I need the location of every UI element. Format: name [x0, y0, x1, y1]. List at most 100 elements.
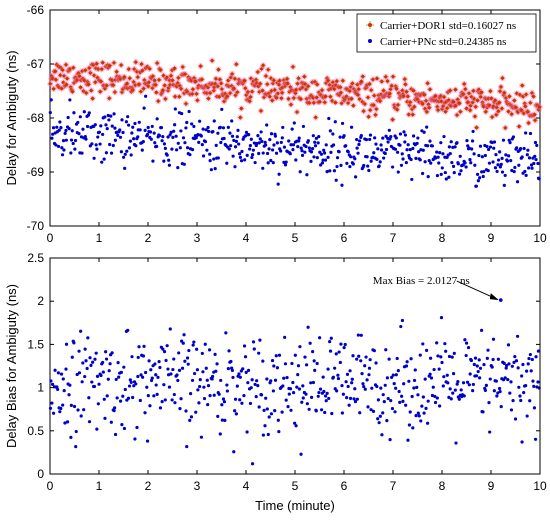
y-tick-label: -67: [27, 57, 45, 71]
data-point: [478, 366, 483, 370]
data-point: [178, 407, 182, 411]
data-point: [81, 127, 85, 131]
data-point: [83, 134, 87, 139]
data-point: [402, 382, 406, 386]
data-point: [440, 166, 444, 170]
data-point: [261, 433, 265, 437]
data-point: [467, 383, 471, 387]
data-point: [153, 362, 157, 366]
data-point: [127, 146, 132, 150]
data-point: [251, 148, 256, 152]
data-point: [254, 395, 258, 399]
data-point-star: [487, 87, 494, 95]
data-point: [528, 352, 532, 357]
data-point-star: [161, 82, 168, 89]
data-point: [435, 341, 439, 345]
data-point: [309, 381, 313, 385]
data-point: [301, 384, 305, 388]
data-point: [510, 364, 514, 368]
data-point: [167, 158, 171, 162]
data-point: [339, 342, 343, 346]
data-point: [55, 125, 59, 129]
data-point: [145, 385, 149, 389]
data-point: [130, 131, 134, 135]
legend-entry-pnc: Carrier+PNc std=0.24385 ns: [380, 36, 506, 48]
data-point: [493, 166, 498, 170]
data-point: [469, 358, 474, 363]
data-point-star: [482, 108, 489, 115]
data-point: [529, 369, 533, 373]
data-point: [307, 407, 311, 411]
data-point: [395, 356, 399, 361]
data-point: [330, 411, 334, 416]
data-point-star: [126, 75, 133, 82]
bottom-chart: 0 1 2 3 4 5 6 7 8 9 10 0 0.5 1 1.5 2 2.5 Delay Bias for…: [4, 251, 547, 513]
data-point: [300, 153, 305, 157]
data-point: [87, 420, 92, 424]
data-point: [128, 139, 133, 143]
data-point: [398, 132, 403, 136]
data-point: [322, 148, 326, 152]
data-point: [304, 363, 309, 367]
data-point-star: [106, 62, 114, 69]
data-point: [116, 133, 120, 138]
data-point: [93, 357, 97, 361]
data-point: [466, 144, 470, 148]
data-point: [411, 426, 415, 430]
data-point: [175, 148, 179, 152]
data-point: [200, 351, 204, 356]
data-point-star: [443, 104, 451, 112]
data-point: [328, 169, 332, 173]
data-point: [398, 143, 402, 147]
data-point: [441, 152, 445, 156]
data-point: [138, 398, 142, 403]
data-point-star: [474, 97, 481, 104]
data-point: [284, 160, 288, 164]
data-point: [505, 363, 509, 368]
data-point: [279, 140, 283, 145]
data-point: [229, 144, 233, 148]
data-point: [423, 377, 427, 381]
data-point-star: [306, 99, 313, 107]
data-point: [520, 155, 524, 159]
data-point-star: [192, 78, 199, 85]
data-point: [226, 366, 230, 371]
data-point-star: [50, 85, 57, 93]
data-point-star: [97, 88, 104, 95]
data-point: [236, 128, 240, 133]
data-point-star: [394, 101, 402, 109]
data-point: [499, 162, 503, 166]
data-point: [72, 341, 76, 345]
data-point: [294, 424, 298, 428]
data-point-star: [290, 94, 298, 102]
data-point: [442, 134, 446, 139]
data-point: [428, 372, 432, 376]
data-point: [210, 374, 215, 379]
data-point: [534, 355, 538, 359]
data-point: [449, 397, 453, 401]
data-point: [259, 130, 263, 134]
data-point: [103, 416, 107, 420]
data-point: [234, 139, 238, 143]
data-point-star: [111, 88, 119, 96]
data-point: [439, 355, 443, 359]
data-point: [358, 411, 362, 415]
data-point-star: [155, 97, 162, 105]
data-point: [463, 161, 467, 165]
data-point-star: [132, 58, 139, 66]
data-point: [82, 110, 86, 114]
x-tick-label: 7: [390, 479, 397, 493]
data-point: [291, 380, 295, 385]
data-point: [517, 385, 521, 389]
data-point: [286, 405, 290, 409]
data-point-star: [442, 108, 449, 115]
data-point-star: [228, 70, 236, 78]
data-point: [197, 140, 201, 144]
data-point: [75, 372, 79, 377]
data-point: [502, 361, 506, 365]
data-point: [299, 146, 303, 150]
y-tick-label: -66: [27, 3, 45, 17]
data-point: [233, 145, 238, 149]
data-point: [51, 126, 56, 130]
data-point: [184, 126, 188, 130]
